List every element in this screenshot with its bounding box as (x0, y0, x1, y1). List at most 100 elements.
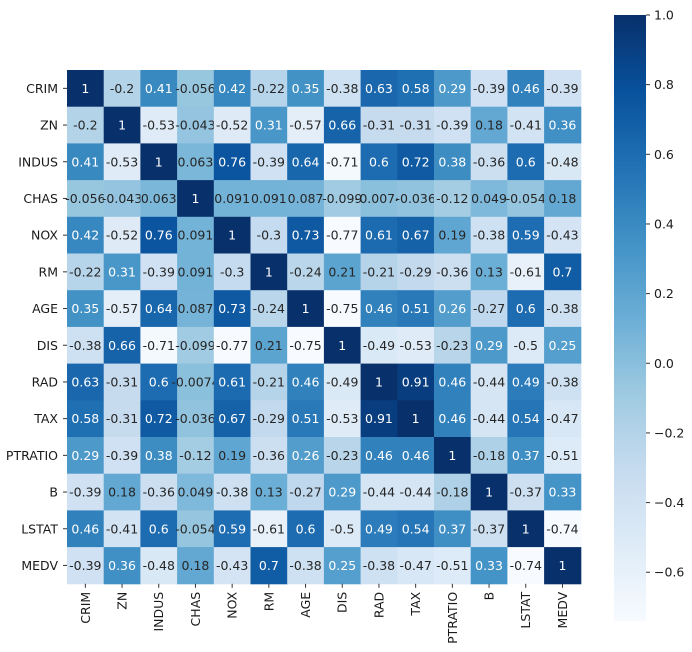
heatmap-cell-NOX-MEDV (544, 216, 582, 254)
heatmap-cell-RAD-ZN (103, 363, 141, 401)
cell-value-ZN-NOX: -0.52 (216, 118, 248, 133)
heatmap-cell-DIS-B (470, 326, 508, 365)
heatmap-cell-PTRATIO-INDUS (140, 437, 178, 475)
cell-value-NOX-AGE: 0.73 (292, 228, 320, 243)
heatmap-cell-PTRATIO-NOX (213, 437, 251, 475)
cell-value-AGE-NOX: 0.73 (218, 301, 246, 316)
y-tick-label-NOX: NOX (31, 228, 58, 243)
heatmap-cell-INDUS-PTRATIO (434, 143, 472, 181)
cell-value-CHAS-INDUS: 0.063 (141, 191, 177, 206)
cell-value-TAX-AGE: 0.51 (292, 411, 320, 426)
cell-value-RM-ZN: 0.31 (108, 264, 136, 279)
cell-value-TAX-DIS: -0.53 (326, 411, 358, 426)
cell-value-INDUS-ZN: -0.53 (106, 154, 138, 169)
cell-value-CHAS-DIS: -0.099 (322, 191, 362, 206)
heatmap-cell-DIS-NOX (213, 326, 251, 365)
cell-value-CHAS-NOX: 0.091 (214, 191, 250, 206)
heatmap-cell-MEDV-TAX (397, 547, 435, 585)
cell-value-RM-RAD: -0.21 (363, 264, 395, 279)
heatmap-cell-DIS-AGE (287, 326, 325, 365)
x-tick-label-B: B (482, 592, 497, 601)
cell-value-RAD-TAX: 0.91 (402, 374, 430, 389)
heatmap-cell-CHAS-MEDV (544, 180, 582, 218)
heatmap-cell-RM-DIS (323, 253, 362, 291)
cell-value-RAD-MEDV: -0.38 (546, 374, 578, 389)
cell-value-ZN-PTRATIO: -0.39 (436, 118, 468, 133)
heatmap-cell-TAX-RAD (360, 400, 398, 438)
heatmap-cell-ZN-B (470, 106, 508, 144)
heatmap-cell-LSTAT-RAD (360, 510, 398, 548)
cell-value-RM-TAX: -0.29 (399, 264, 431, 279)
heatmap-cell-ZN-NOX (213, 106, 251, 144)
cell-value-LSTAT-TAX: 0.54 (402, 521, 430, 536)
heatmap-cell-TAX-PTRATIO (434, 400, 472, 438)
cell-value-INDUS-AGE: 0.64 (292, 154, 320, 169)
heatmap-cell-CHAS-INDUS (140, 180, 178, 218)
cell-value-DIS-RM: 0.21 (255, 338, 283, 353)
heatmap-cell-NOX-PTRATIO (434, 216, 472, 254)
colorbar-tick-label-4: 0.2 (654, 286, 674, 301)
heatmap-cell-PTRATIO-PTRATIO (434, 437, 472, 475)
heatmap-cell-AGE-CHAS (177, 290, 215, 328)
heatmap-cell-TAX-DIS (323, 400, 362, 438)
heatmap-cell-INDUS-CHAS (177, 143, 215, 181)
cell-value-B-MEDV: 0.33 (549, 485, 577, 500)
heatmap-cell-PTRATIO-RAD (360, 437, 398, 475)
cell-value-CRIM-B: -0.39 (473, 81, 505, 96)
heatmap-cell-AGE-B (470, 290, 508, 328)
heatmap-cell-B-INDUS (140, 473, 178, 511)
heatmap-cell-CRIM-LSTAT (507, 70, 545, 108)
heatmap-cell-MEDV-DIS (323, 547, 362, 585)
heatmap-cell-TAX-MEDV (544, 400, 582, 438)
cell-value-B-CHAS: 0.049 (178, 485, 214, 500)
heatmap-cell-NOX-RAD (360, 216, 398, 254)
heatmap-cell-RM-TAX (397, 253, 435, 291)
heatmap-cell-TAX-AGE (287, 400, 325, 438)
cell-value-PTRATIO-RAD: 0.46 (365, 448, 393, 463)
cell-value-CRIM-INDUS: 0.41 (145, 81, 173, 96)
heatmap-cell-CHAS-RAD (360, 180, 398, 218)
heatmap-cell-MEDV-B (470, 547, 508, 585)
colorbar-tick-label-3: 0.4 (654, 216, 674, 231)
cell-value-CHAS-B: 0.049 (471, 191, 507, 206)
cell-value-TAX-PTRATIO: 0.46 (438, 411, 466, 426)
cell-value-TAX-MEDV: -0.47 (546, 411, 578, 426)
heatmap-cell-LSTAT-ZN (103, 510, 141, 548)
y-tick-label-CRIM: CRIM (26, 81, 58, 96)
cell-value-NOX-MEDV: -0.43 (546, 228, 578, 243)
cell-value-LSTAT-AGE: 0.6 (296, 521, 316, 536)
heatmap-cell-NOX-LSTAT (507, 216, 545, 254)
cell-value-RM-MEDV: 0.7 (553, 264, 573, 279)
heatmap-cell-AGE-RAD (360, 290, 398, 328)
heatmap-cell-B-B (470, 473, 508, 511)
heatmap-cell-DIS-PTRATIO (434, 326, 472, 365)
heatmap-cell-LSTAT-AGE (287, 510, 325, 548)
heatmap-cell-MEDV-CHAS (177, 547, 215, 585)
cell-value-DIS-TAX: -0.53 (399, 338, 431, 353)
x-tick-label-CHAS: CHAS (188, 592, 203, 627)
heatmap-cell-INDUS-RAD (360, 143, 398, 181)
cell-value-CRIM-CRIM: 1 (81, 81, 89, 96)
cell-value-LSTAT-PTRATIO: 0.37 (438, 521, 466, 536)
heatmap-cell-RAD-B (470, 363, 508, 401)
y-tick-label-ZN: ZN (40, 118, 58, 133)
heatmap-cell-DIS-RAD (360, 326, 398, 365)
heatmap-cell-NOX-RM (250, 216, 288, 254)
heatmap-cell-INDUS-NOX (213, 143, 251, 181)
heatmap-cell-PTRATIO-MEDV (544, 437, 582, 475)
cell-value-LSTAT-ZN: -0.41 (106, 521, 138, 536)
cell-value-INDUS-LSTAT: 0.6 (516, 154, 536, 169)
heatmap-cell-RAD-LSTAT (507, 363, 545, 401)
cell-value-MEDV-DIS: 0.25 (328, 558, 356, 573)
heatmap-cell-MEDV-MEDV (544, 547, 582, 585)
heatmap-cell-DIS-DIS (323, 326, 362, 365)
x-tick-label-LSTAT: LSTAT (518, 591, 533, 628)
y-tick-label-TAX: TAX (33, 411, 58, 426)
cell-value-NOX-CHAS: 0.091 (178, 228, 214, 243)
y-tick-label-RM: RM (39, 264, 58, 279)
cell-value-DIS-RAD: -0.49 (363, 338, 395, 353)
cell-value-ZN-MEDV: 0.36 (549, 118, 577, 133)
cell-value-B-PTRATIO: -0.18 (436, 485, 468, 500)
heatmap-cell-B-RM (250, 473, 288, 511)
